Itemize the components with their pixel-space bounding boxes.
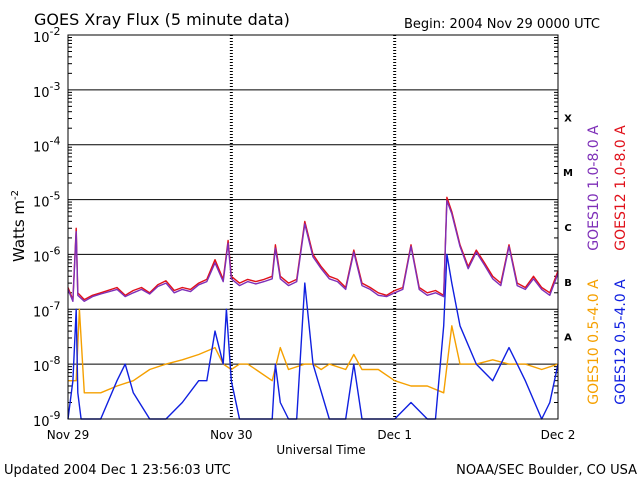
x-axis-label: Universal Time [276, 443, 365, 457]
legend: GOES12 1.0-8.0 A GOES10 1.0-8.0 A GOES10 0… [586, 125, 629, 405]
updated-timestamp: Updated 2004 Dec 1 23:56:03 UTC [4, 463, 231, 478]
series-line-goes10_short [68, 308, 559, 394]
y-axis-label-sup: -2 [10, 190, 21, 200]
y-tick-exponent: -3 [50, 80, 61, 93]
y-tick-label: 10-4 [33, 135, 61, 156]
y-tick-base: 10 [33, 31, 50, 46]
legend-entry-goes12_short: GOES12 0.5-4.0 A [613, 279, 629, 405]
y-tick-label: 10-6 [33, 244, 61, 265]
flare-class-label: C [564, 223, 571, 234]
y-tick-label: 10-3 [33, 80, 61, 101]
x-tick-label: Nov 30 [210, 428, 253, 442]
x-tick-label: Dec 2 [541, 428, 576, 442]
y-tick-exponent: -4 [50, 135, 61, 148]
flare-class-label: A [564, 333, 572, 344]
y-tick-base: 10 [33, 141, 50, 156]
x-tick-label: Nov 29 [47, 428, 90, 442]
y-tick-base: 10 [33, 250, 50, 265]
y-tick-label: 10-9 [33, 409, 61, 430]
y-tick-base: 10 [33, 196, 50, 211]
y-tick-base: 10 [33, 86, 50, 101]
y-axis-label-main: Watts m [10, 200, 28, 262]
series-line-goes12_short [67, 253, 559, 420]
y-tick-label: 10-2 [33, 25, 61, 46]
y-tick-labels: 10-210-310-410-510-610-710-810-9 [33, 25, 61, 430]
y-tick-base: 10 [33, 305, 50, 320]
y-tick-label: 10-7 [33, 299, 61, 320]
begin-label: Begin: 2004 Nov 29 0000 UTC [404, 17, 600, 32]
y-tick-base: 10 [33, 415, 50, 430]
y-tick-label: 10-5 [33, 190, 61, 211]
y-axis-label: Watts m-2 [10, 190, 28, 262]
chart-title: GOES Xray Flux (5 minute data) [34, 10, 290, 29]
x-tick-label: Dec 1 [377, 428, 412, 442]
flare-class-label: M [563, 168, 573, 179]
credit-label: NOAA/SEC Boulder, CO USA [456, 463, 637, 478]
y-tick-exponent: -2 [50, 25, 61, 38]
y-tick-exponent: -5 [50, 190, 61, 203]
y-tick-exponent: -6 [50, 244, 61, 257]
grid-layer [68, 35, 558, 419]
series-line-goes12_long [67, 196, 559, 301]
flare-class-label: X [564, 113, 572, 124]
y-tick-exponent: -9 [50, 409, 61, 422]
flare-class-label: B [564, 278, 572, 289]
legend-entry-goes10_long: GOES10 1.0-8.0 A [586, 125, 602, 251]
x-tick-labels: Nov 29 Nov 30 Dec 1 Dec 2 [47, 428, 576, 442]
legend-entry-goes10_short: GOES10 0.5-4.0 A [586, 279, 602, 405]
plot-frame [67, 34, 559, 420]
series-layer [67, 196, 559, 420]
series-line-goes10_long [67, 200, 559, 302]
y-tick-label: 10-8 [33, 354, 61, 375]
y-tick-base: 10 [33, 360, 50, 375]
legend-entry-goes12_long: GOES12 1.0-8.0 A [613, 125, 629, 251]
y-tick-exponent: -7 [50, 299, 61, 312]
flare-class-labels: X M C B A [563, 113, 573, 343]
y-tick-exponent: -8 [50, 354, 61, 367]
